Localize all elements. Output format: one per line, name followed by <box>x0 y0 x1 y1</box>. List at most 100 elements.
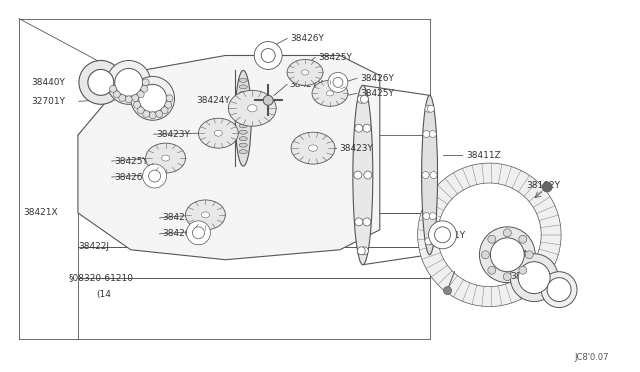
Text: 38427Y: 38427Y <box>289 80 323 89</box>
Ellipse shape <box>161 155 170 161</box>
Text: 38453Y: 38453Y <box>510 272 544 281</box>
Ellipse shape <box>326 91 333 96</box>
Ellipse shape <box>363 218 371 226</box>
Text: 38440YA: 38440YA <box>490 250 529 259</box>
Text: 38424Y: 38424Y <box>196 96 230 105</box>
Ellipse shape <box>134 101 140 108</box>
Ellipse shape <box>239 78 247 82</box>
Text: 38425Y: 38425Y <box>115 157 148 166</box>
Ellipse shape <box>429 221 456 249</box>
Ellipse shape <box>423 212 430 219</box>
Ellipse shape <box>113 91 120 98</box>
Ellipse shape <box>161 107 168 114</box>
Ellipse shape <box>354 171 362 179</box>
Ellipse shape <box>137 107 144 114</box>
Ellipse shape <box>423 131 430 138</box>
Ellipse shape <box>547 278 571 302</box>
Ellipse shape <box>132 94 139 102</box>
Ellipse shape <box>301 70 308 75</box>
Ellipse shape <box>202 212 209 218</box>
Ellipse shape <box>137 91 144 98</box>
Ellipse shape <box>503 273 511 280</box>
Ellipse shape <box>425 238 432 245</box>
Text: 32701Y: 32701Y <box>31 97 65 106</box>
Text: 38423Y: 38423Y <box>339 144 373 153</box>
Text: 38425Y: 38425Y <box>318 53 352 62</box>
Ellipse shape <box>214 130 222 136</box>
Text: 38426Y: 38426Y <box>290 34 324 43</box>
Text: 38440Y: 38440Y <box>31 78 65 87</box>
Ellipse shape <box>364 171 372 179</box>
Ellipse shape <box>541 272 577 308</box>
Ellipse shape <box>333 77 343 87</box>
Ellipse shape <box>107 61 150 104</box>
Text: 38426Y: 38426Y <box>115 173 148 182</box>
Ellipse shape <box>428 105 435 112</box>
Text: 38422J: 38422J <box>78 242 109 251</box>
Ellipse shape <box>435 227 451 243</box>
Text: 38426Y: 38426Y <box>360 74 394 83</box>
Ellipse shape <box>360 247 369 255</box>
Text: 38421X: 38421X <box>23 208 58 217</box>
Ellipse shape <box>479 227 535 283</box>
Ellipse shape <box>164 101 172 108</box>
Ellipse shape <box>263 95 273 105</box>
Ellipse shape <box>261 48 275 62</box>
Ellipse shape <box>490 238 524 272</box>
Ellipse shape <box>143 110 150 118</box>
Ellipse shape <box>308 145 317 151</box>
Ellipse shape <box>115 68 143 96</box>
Ellipse shape <box>248 105 257 112</box>
Ellipse shape <box>430 171 437 179</box>
Text: §08320-61210: §08320-61210 <box>69 273 134 282</box>
Ellipse shape <box>146 143 186 173</box>
Ellipse shape <box>125 96 132 103</box>
Ellipse shape <box>503 229 511 237</box>
Ellipse shape <box>149 112 156 119</box>
Ellipse shape <box>141 86 148 92</box>
Ellipse shape <box>353 86 373 265</box>
Ellipse shape <box>131 76 175 120</box>
Ellipse shape <box>422 171 429 179</box>
Ellipse shape <box>357 247 365 255</box>
Ellipse shape <box>525 251 533 259</box>
Ellipse shape <box>228 90 276 126</box>
Ellipse shape <box>239 143 247 147</box>
Ellipse shape <box>239 104 247 108</box>
Ellipse shape <box>488 266 496 274</box>
Ellipse shape <box>518 262 550 294</box>
Ellipse shape <box>254 42 282 70</box>
Ellipse shape <box>239 85 247 89</box>
Ellipse shape <box>142 79 149 86</box>
Ellipse shape <box>481 251 490 259</box>
Text: JC8'0.07: JC8'0.07 <box>575 353 609 362</box>
Ellipse shape <box>429 131 436 138</box>
Ellipse shape <box>186 200 225 230</box>
Ellipse shape <box>148 170 161 182</box>
Ellipse shape <box>357 95 365 103</box>
Ellipse shape <box>360 95 369 103</box>
Text: 38411Z: 38411Z <box>467 151 501 160</box>
Ellipse shape <box>422 95 438 255</box>
Ellipse shape <box>88 70 114 95</box>
Text: 38102Y: 38102Y <box>526 180 560 189</box>
Ellipse shape <box>156 110 163 118</box>
Text: 38425Y: 38425Y <box>163 214 196 222</box>
Ellipse shape <box>109 86 116 92</box>
Ellipse shape <box>355 124 363 132</box>
Ellipse shape <box>239 137 247 141</box>
Ellipse shape <box>429 212 436 219</box>
Polygon shape <box>78 55 380 260</box>
Ellipse shape <box>438 183 541 286</box>
Text: (14: (14 <box>96 290 111 299</box>
Ellipse shape <box>139 84 166 112</box>
Ellipse shape <box>328 73 348 92</box>
Ellipse shape <box>291 132 335 164</box>
Ellipse shape <box>542 182 552 192</box>
Ellipse shape <box>79 61 123 104</box>
Ellipse shape <box>193 227 204 239</box>
Ellipse shape <box>519 266 527 274</box>
Ellipse shape <box>418 163 561 307</box>
Ellipse shape <box>239 111 247 115</box>
Ellipse shape <box>186 221 211 245</box>
